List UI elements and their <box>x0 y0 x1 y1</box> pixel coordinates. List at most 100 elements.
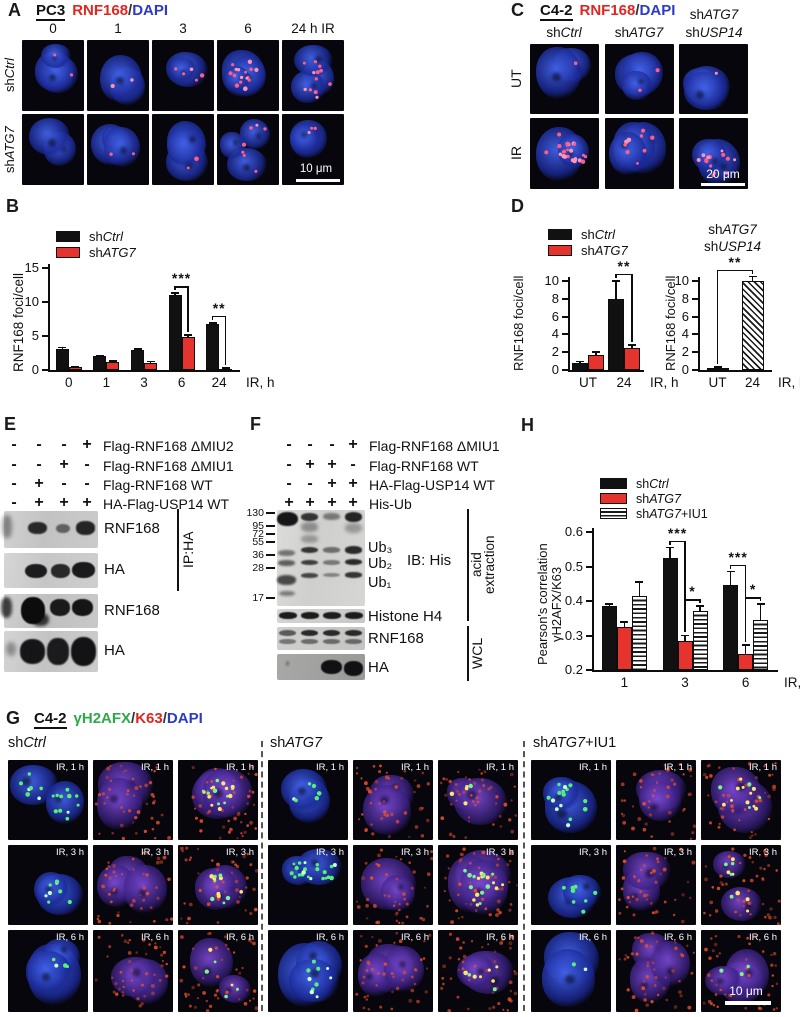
foci-dots <box>679 44 681 46</box>
x-axis <box>698 370 772 372</box>
nucleus <box>291 70 325 104</box>
foci-dots <box>22 40 24 42</box>
nucleolus <box>314 55 322 63</box>
y-tick <box>586 634 592 637</box>
lane-sign: + <box>327 456 337 473</box>
nucleolus <box>110 887 118 895</box>
nucleus <box>362 784 412 836</box>
nucleus <box>712 851 746 878</box>
panel-g-title: C4-2 γH2AFX/K63/DAPI <box>34 710 203 729</box>
x-category-label: 6 <box>741 675 750 690</box>
nucleus <box>124 864 168 914</box>
sig-leg <box>684 540 686 633</box>
nucleolus <box>712 158 719 165</box>
micrograph-tile <box>217 40 279 111</box>
error-bar <box>608 604 611 607</box>
tile-ir-label: IR, 6 h <box>226 932 254 943</box>
legend-item-shatg7-iu1: shATG7+IU1 <box>600 507 708 521</box>
blot-label-histone-h4: Histone H4 <box>368 608 443 625</box>
blot-band <box>277 575 297 585</box>
micrograph-tile: IR, 3 h <box>178 845 258 925</box>
group-divider <box>523 741 525 1011</box>
blot-band <box>277 559 296 566</box>
nucleolus <box>242 164 250 172</box>
tile-ir-label: IR, 1 h <box>664 762 692 773</box>
foci-dots <box>282 114 284 116</box>
mw-marker-label: 55 <box>252 536 264 548</box>
foci-dots <box>531 845 533 847</box>
micrograph-tile <box>530 118 599 189</box>
blot-band <box>278 590 295 597</box>
nucleus <box>454 777 508 826</box>
error-bar <box>615 281 617 299</box>
nucleolus <box>239 75 244 81</box>
tile-ir-label: IR, 1 h <box>56 762 84 773</box>
y-tick-label: 4 <box>551 326 559 342</box>
error-bar <box>631 345 633 348</box>
y-tick-label: 5 <box>31 328 39 343</box>
foci-dots <box>701 760 703 762</box>
lane-sign: - <box>11 436 17 453</box>
condition-label: HA-Flag-USP14 WT <box>103 496 230 512</box>
tile-ir-label: IR, 1 h <box>316 762 344 773</box>
nucleolus <box>565 974 575 985</box>
col-header-shatg7-top: shATG7 <box>689 7 739 22</box>
x-category-label: 24 <box>211 375 227 390</box>
significance-stars: * <box>689 583 696 600</box>
nucleolus <box>21 776 31 786</box>
foci-dots <box>531 760 533 762</box>
bar-shCtrl-UT <box>572 362 588 370</box>
nucleus <box>97 777 143 830</box>
lane-sign: - <box>61 475 67 492</box>
lane-sign: - <box>36 456 42 473</box>
micrograph-tile: IR, 1 h <box>178 760 258 840</box>
foci-dots <box>530 118 532 120</box>
nucleolus <box>42 972 51 981</box>
sig-leg <box>744 597 747 643</box>
error-cap <box>576 360 584 363</box>
error-cap <box>635 581 644 583</box>
sig-bracket <box>212 316 226 318</box>
error-bar <box>699 606 701 612</box>
error-bar <box>595 352 597 355</box>
bar-shATG7-24 <box>219 368 233 371</box>
y-tick-label: 2 <box>551 344 559 360</box>
bar-shATG7+IU1-1 <box>631 595 647 670</box>
micrograph-tile <box>22 40 84 111</box>
error-cap <box>171 292 180 294</box>
nucleus <box>563 875 601 908</box>
blot-band <box>344 638 363 644</box>
y-tick <box>586 565 592 568</box>
bar-shATG7+IU1-6 <box>753 619 769 670</box>
y-tick <box>586 669 592 671</box>
foci-dots <box>268 760 270 762</box>
bar-shATG7-shUSP14-UT <box>706 367 729 370</box>
error-bar <box>684 635 686 641</box>
blot-band <box>278 638 297 644</box>
condition-label: His-Ub <box>369 496 412 512</box>
y-axis <box>592 528 594 670</box>
tile-ir-label: IR, 1 h <box>141 762 169 773</box>
tile-ir-label: IR, 1 h <box>749 762 777 773</box>
nucleolus <box>489 976 499 986</box>
blot-band <box>278 612 298 620</box>
nucleolus <box>379 795 389 805</box>
error-bar <box>751 276 754 281</box>
y-tick-label: 0.6 <box>564 524 583 539</box>
nucleus <box>296 848 343 886</box>
blot-band <box>300 638 319 644</box>
nucleolus <box>48 139 56 147</box>
sig-leg <box>174 286 176 291</box>
y-tick <box>692 280 698 282</box>
error-bar <box>174 293 176 296</box>
micrograph-tile <box>530 44 599 114</box>
foci-dots <box>438 760 440 762</box>
sig-leg <box>631 274 633 343</box>
tile-ir-label: IR, 1 h <box>226 762 254 773</box>
lane-sign: - <box>329 436 335 453</box>
blot-band <box>2 515 12 538</box>
micrograph-tile <box>679 118 748 189</box>
lane-sign: - <box>61 436 67 453</box>
mw-marker-tick <box>266 533 275 535</box>
nucleus <box>110 956 161 997</box>
